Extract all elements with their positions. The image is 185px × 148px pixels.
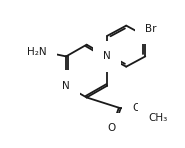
Text: O: O	[107, 123, 116, 133]
Text: CH₃: CH₃	[148, 113, 167, 123]
Text: Br: Br	[145, 24, 157, 34]
Text: N: N	[62, 81, 70, 91]
Text: N: N	[103, 51, 111, 61]
Text: O: O	[132, 103, 141, 113]
Text: H₂N: H₂N	[27, 47, 47, 57]
